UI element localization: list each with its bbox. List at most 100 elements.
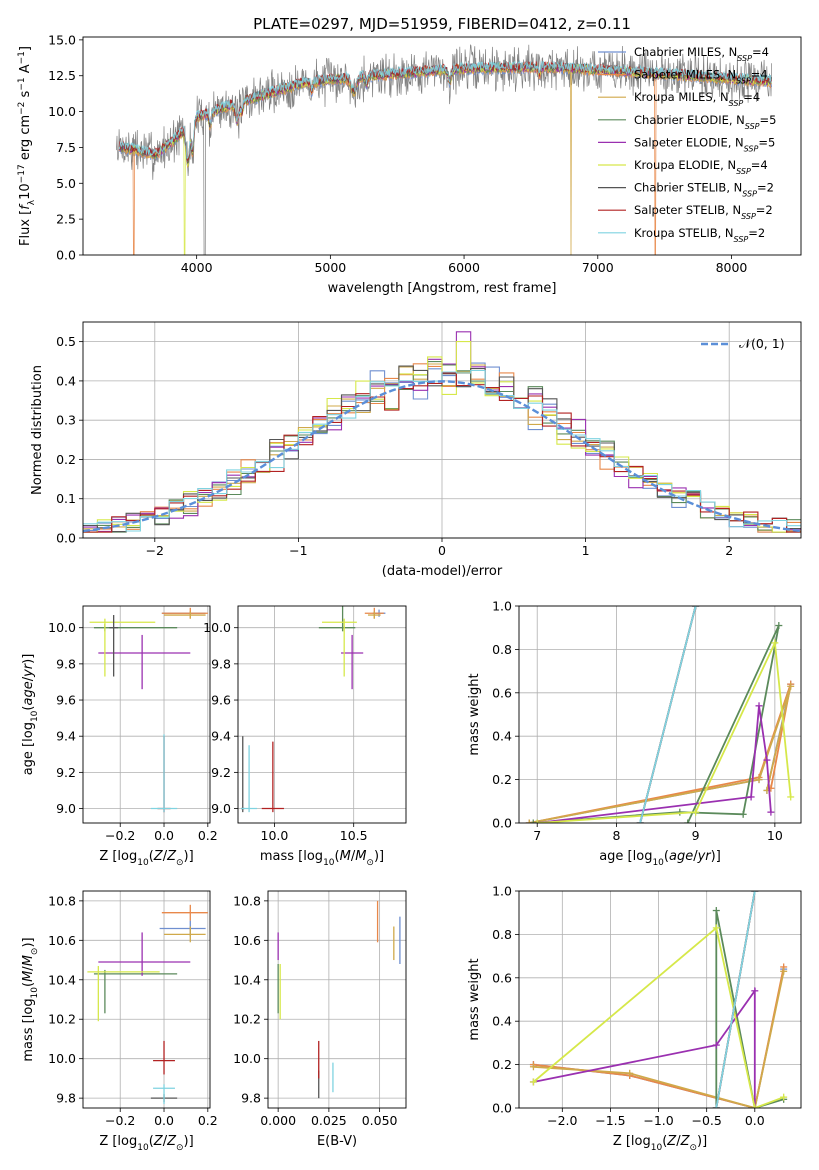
y-axis-label: mass weight [467,673,482,755]
weight-series-8 [639,606,697,823]
x-axis-label: Z [log10(Z/Z⊙)] [99,1134,193,1153]
y-tick-label: 1.0 [492,599,512,614]
weight-series-5 [532,926,785,1108]
x-tick-label: −0.2 [105,828,135,843]
errorbar-2 [367,611,381,619]
weight-marker-5-2 [771,639,779,647]
weight-marker-8-1 [751,891,759,895]
model-spectrum-8 [118,59,772,159]
errorbar-3 [93,969,178,1014]
weight-marker-2-0 [529,1063,537,1071]
ticks: −0.2 0.0 0.2 9.0 9.2 9.4 9.6 9.8 10.0 [48,620,218,843]
y-tick-label: 9.0 [56,801,76,816]
x-tick-label: 10 [767,828,783,843]
y-tick-label: 1.0 [492,884,512,899]
axes-frame [82,36,802,256]
x-tick-label: 0.0 [154,828,174,843]
ticks: −0.2 0.0 0.2 9.8 10.0 10.2 10.4 10.6 10.8 [48,893,218,1128]
weight-marker-3-4 [684,819,692,823]
errorbar-4 [98,932,191,976]
y-tick-label: 0.4 [492,1014,512,1029]
spectrum-legend: Chabrier MILES, NSSP=4 Salpeter MILES, NS… [598,45,776,243]
panel-residuals: −2 −1 0 1 2 0.0 0.1 0.2 0.3 0.4 0.5 (data-model)/er… [30,321,802,579]
y-tick-label: 0.5 [56,334,76,349]
weight-marker-5-3 [780,1093,788,1101]
y-tick-label: 5.0 [56,176,76,191]
y-tick-label: 9.8 [56,656,76,671]
y-tick-label: 0.2 [492,772,512,787]
x-tick-label: −0.5 [691,1113,721,1128]
y-tick-label: 10.4 [233,972,261,987]
y-tick-label: 12.5 [48,68,76,83]
weight-marker-2-2 [787,682,795,690]
residual-histogram-8 [83,369,801,532]
weight-series-8 [715,891,756,1108]
x-tick-label: −1 [289,543,307,558]
y-tick-label: 0.2 [56,452,76,467]
panels: 4000 5000 6000 7000 80000.02.55.07.510.012.5… [17,32,802,1153]
errorbar-5 [87,965,160,1022]
axes-frame [518,605,802,824]
legend-label-normal: 𝒩(0, 1) [739,336,785,351]
axes-frame [82,890,211,1109]
x-tick-label: −2 [146,543,164,558]
y-tick-label: 9.6 [211,693,231,708]
y-tick-label: 2.5 [56,212,76,227]
x-tick-label: 6000 [448,260,480,275]
y-tick-label: 10.8 [233,893,261,908]
y-tick-label: 0.8 [492,642,512,657]
weight-marker-3-1 [712,907,720,915]
weight-series-2 [533,971,785,1108]
weight-marker-4-1 [712,1041,720,1049]
y-tick-label: 10.0 [203,620,231,635]
y-tick-label: 10.2 [233,1012,261,1027]
errorbar-8 [150,734,178,813]
legend-label-7: Salpeter STELIB, NSSP=2 [634,203,773,221]
y-tick-label: 9.0 [211,801,231,816]
weight-marker-3-2 [739,810,747,818]
y-tick-label: 0.0 [56,248,76,263]
axes-frame [267,890,407,1109]
y-tick-label: 9.2 [56,765,76,780]
x-tick-label: 8000 [716,260,748,275]
axes-frame [237,605,407,824]
x-tick-label: −1.5 [595,1113,625,1128]
ticks: 0.000 0.025 0.050 9.8 10.0 10.2 10.4 10.6 10.8 [233,893,397,1128]
y-tick-label: 10.2 [48,1012,76,1027]
axes-frame [82,605,211,824]
y-axis-label: mass [log10(M/M⊙)] [21,937,40,1061]
y-tick-label: 10.6 [233,933,261,948]
legend-label-0: Chabrier MILES, NSSP=4 [634,45,769,63]
weight-marker-2-3 [780,967,788,975]
x-tick-label: 8 [612,828,620,843]
ticks: 7 8 9 10 0.0 0.2 0.4 0.6 0.8 1.0 [492,599,783,844]
y-tick-label: 10.4 [48,972,76,987]
y-tick-label: 9.2 [211,765,231,780]
errorbar-8 [153,1084,175,1105]
y-tick-label: 0.8 [492,927,512,942]
panel-mass-vs-EBV: 0.000 0.025 0.050 9.8 10.0 10.2 10.4 10.6 10.8 E(… [233,890,407,1149]
panel-weight-vs-Z: −2.0 −1.5 −1.0 −0.5 0.0 0.0 0.2 0.4 0.6 0.8 1.0 Z [… [467,884,802,1153]
y-tick-label: 0.6 [492,685,512,700]
y-tick-label: 10.0 [48,620,76,635]
x-tick-label: 7 [533,828,541,843]
y-tick-label: 10.6 [48,933,76,948]
y-tick-label: 0.2 [492,1057,512,1072]
weight-marker-5-2 [751,1104,759,1108]
y-tick-label: 0.1 [56,491,76,506]
errorbar-2 [164,611,206,619]
residual-legend: 𝒩(0, 1) [701,336,785,351]
x-tick-label: 0.2 [198,1113,218,1128]
x-axis-label: wavelength [Angstrom, rest frame] [328,281,557,296]
plot-area [83,331,801,533]
x-axis-label: Z [log10(Z/Z⊙)] [613,1134,707,1153]
weight-marker-4-2 [755,702,763,710]
x-tick-label: 0.025 [311,1113,347,1128]
ticks: −2 −1 0 1 2 0.0 0.1 0.2 0.3 0.4 0.5 [56,334,733,558]
plot-area [277,900,401,1099]
y-tick-label: 9.8 [241,1091,261,1106]
y-tick-label: 0.3 [56,413,76,428]
y-tick-label: 0.0 [56,531,76,546]
weight-marker-4-4 [767,808,775,816]
